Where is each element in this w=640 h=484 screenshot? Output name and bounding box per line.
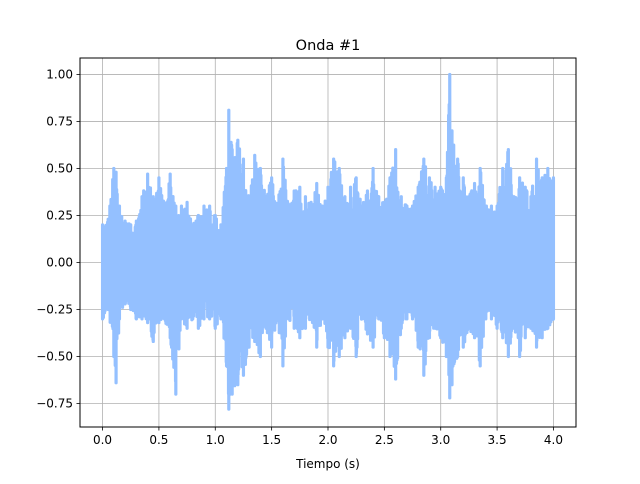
x-tick-label: 3.5 [488, 433, 507, 447]
y-tick-label: 0.50 [46, 162, 73, 176]
x-axis-label: Tiempo (s) [295, 457, 360, 471]
x-tick-label: 0.5 [149, 433, 168, 447]
x-tick-label: 4.0 [544, 433, 563, 447]
y-tick-label: −0.25 [36, 303, 73, 317]
chart-title: Onda #1 [296, 38, 361, 54]
x-tick-label: 0.0 [93, 433, 112, 447]
x-axis-ticks: 0.0 0.5 1.0 1.5 2.0 2.5 3.0 3.5 4.0 [93, 427, 563, 447]
y-tick-label: 0.00 [46, 256, 73, 270]
x-tick-label: 1.0 [206, 433, 225, 447]
waveform-line [100, 72, 556, 411]
y-tick-label: 0.75 [46, 115, 73, 129]
x-tick-label: 3.0 [431, 433, 450, 447]
x-tick-label: 2.5 [375, 433, 394, 447]
x-tick-label: 1.5 [262, 433, 281, 447]
y-axis-ticks: −0.75 −0.50 −0.25 0.00 0.25 0.50 0.75 1.00 [36, 68, 80, 411]
y-tick-label: −0.50 [36, 350, 73, 364]
y-tick-label: 1.00 [46, 68, 73, 82]
y-tick-label: 0.25 [46, 209, 73, 223]
y-tick-label: −0.75 [36, 397, 73, 411]
x-tick-label: 2.0 [318, 433, 337, 447]
waveform-series [100, 72, 556, 411]
